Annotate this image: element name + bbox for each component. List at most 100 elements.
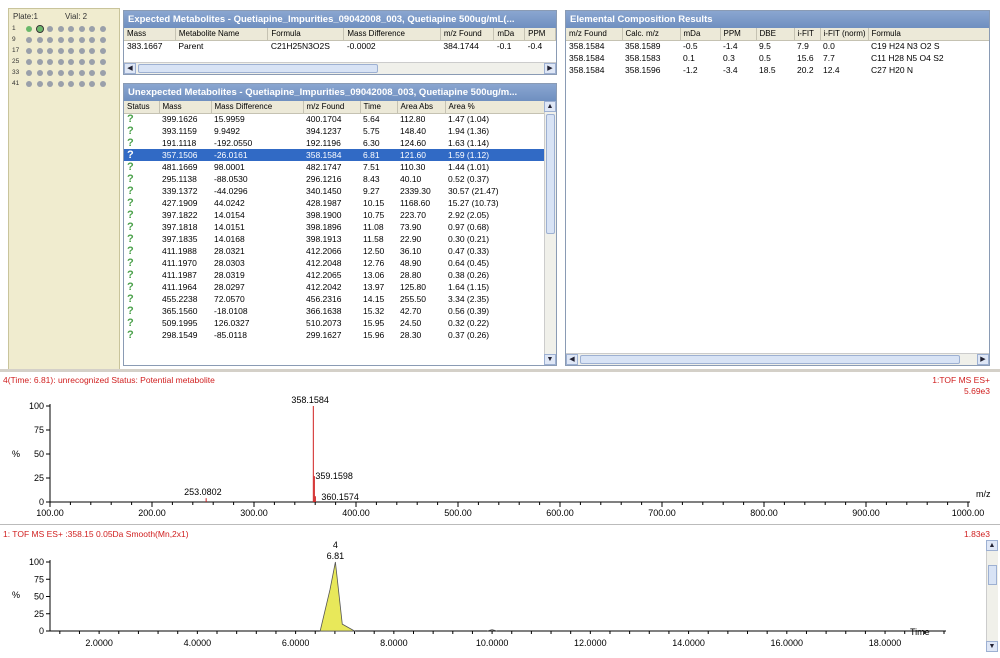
plate-well[interactable] [26,26,32,32]
expected-column-header[interactable]: Metabolite Name [175,28,269,41]
plate-well[interactable] [68,70,74,76]
expected-column-header[interactable]: Mass Difference [343,28,441,41]
elemental-column-header[interactable]: i-FIT (norm) [820,28,869,41]
unexpected-column-header[interactable]: Time [360,101,398,114]
plate-well[interactable] [36,37,43,43]
plate-well[interactable] [26,48,32,54]
plate-well[interactable] [26,70,32,76]
plate-well[interactable] [78,81,85,87]
scroll-right-icon[interactable]: ▶ [977,354,989,365]
elemental-column-header[interactable]: mDa [680,28,721,41]
scroll-left-icon[interactable]: ◀ [124,63,136,74]
plate-well[interactable] [68,48,74,54]
scroll-up-icon[interactable]: ▲ [544,101,556,112]
expected-column-header[interactable]: Mass [124,28,176,41]
table-row[interactable]: 358.1584 358.1589 -0.5 -1.4 9.5 7.9 0.0 C19 H24… [566,40,989,52]
elemental-column-header[interactable]: Formula [868,28,989,41]
plate-well[interactable] [26,81,32,87]
table-row[interactable]: ? 411.1987 28.0319 412.2065 13.06 28.80 0.38 (… [124,269,544,281]
plate-well[interactable] [99,37,106,43]
table-row[interactable]: ? 427.1909 44.0242 428.1987 10.15 1168.60 15.2… [124,197,544,209]
plate-well[interactable] [47,59,53,65]
scroll-down-icon[interactable]: ▼ [986,641,998,652]
plate-well[interactable] [89,70,95,76]
elemental-column-header[interactable]: PPM [720,28,757,41]
plate-well[interactable] [89,48,95,54]
scroll-right-icon[interactable]: ▶ [544,63,556,74]
table-row[interactable]: ? 365.1560 -18.0108 366.1638 15.32 42.70 0.56 … [124,305,544,317]
unexpected-column-header[interactable]: m/z Found [303,101,361,114]
plate-well[interactable] [78,70,85,76]
plate-well[interactable] [78,26,85,32]
plate-well[interactable] [47,81,53,87]
elemental-column-header[interactable]: Calc. m/z [622,28,681,41]
plate-well[interactable] [36,81,43,87]
table-row[interactable]: 358.1584 358.1596 -1.2 -3.4 18.5 20.2 12.4 C27 … [566,64,989,76]
unexpected-column-header[interactable]: Area Abs [397,101,446,114]
table-row[interactable]: 383.1667 Parent C21H25N3O2S -0.0002 384.1744… [124,40,556,52]
plate-well[interactable] [47,37,53,43]
expected-column-header[interactable]: m/z Found [440,28,495,41]
table-row[interactable]: ? 191.1118 -192.0550 192.1196 6.30 124.60 1.63… [124,137,544,149]
plate-well[interactable] [36,70,43,76]
unexpected-column-header[interactable]: Status [124,101,160,114]
plate-well[interactable] [78,37,85,43]
table-row[interactable]: ? 357.1506 -26.0161 358.1584 6.81 121.60 1.59 … [124,149,544,161]
scroll-left-icon[interactable]: ◀ [566,354,578,365]
plate-well[interactable] [78,59,85,65]
unexpected-column-header[interactable]: Area % [445,101,545,114]
table-row[interactable]: ? 411.1964 28.0297 412.2042 13.97 125.80 1.64 … [124,281,544,293]
plate-well[interactable] [89,81,95,87]
plate-well[interactable] [89,59,95,65]
scroll-up-icon[interactable]: ▲ [986,540,998,551]
table-row[interactable]: ? 397.1822 14.0154 398.1900 10.75 223.70 2.92 … [124,209,544,221]
table-row[interactable]: ? 411.1988 28.0321 412.2066 12.50 36.10 0.47 (… [124,245,544,257]
plate-well[interactable] [57,70,64,76]
table-row[interactable]: ? 397.1835 14.0168 398.1913 11.58 22.90 0.30 (… [124,233,544,245]
plate-well[interactable] [99,48,106,54]
plate-well[interactable] [47,70,53,76]
chromatogram-chart[interactable]: 100 75 50 25 0% 2.0000 4.0000 6.0000 8.0000 10.00… [0,540,985,658]
elemental-column-header[interactable]: m/z Found [566,28,623,41]
expected-column-header[interactable]: mDa [493,28,526,41]
splitter[interactable] [0,369,1000,372]
scroll-thumb[interactable] [138,64,378,73]
plate-well[interactable] [89,26,95,32]
plate-well[interactable] [47,26,53,32]
table-row[interactable]: ? 393.1159 9.9492 394.1237 5.75 148.40 1.94 (1… [124,125,544,137]
scroll-thumb[interactable] [988,565,997,585]
elemental-column-header[interactable]: DBE [756,28,795,41]
plate-well[interactable] [99,81,106,87]
scroll-thumb[interactable] [546,114,555,234]
unexpected-column-header[interactable]: Mass [159,101,212,114]
plate-well[interactable] [78,48,85,54]
scroll-thumb[interactable] [580,355,960,364]
table-row[interactable]: ? 295.1138 -88.0530 296.1216 8.43 40.10 0.52 (… [124,173,544,185]
plate-well[interactable] [99,59,106,65]
table-row[interactable]: ? 481.1669 98.0001 482.1747 7.51 110.30 1.44 (… [124,161,544,173]
unexpected-column-header[interactable]: Mass Difference [211,101,304,114]
expected-column-header[interactable]: PPM [524,28,556,41]
plate-well[interactable] [57,37,64,43]
plate-well[interactable] [57,26,64,32]
scroll-down-icon[interactable]: ▼ [544,354,556,365]
unexpected-vscroll[interactable]: ▲ ▼ [544,101,556,365]
plate-well[interactable] [57,81,64,87]
elemental-hscroll[interactable]: ◀ ▶ [566,353,989,365]
plate-well[interactable] [68,26,74,32]
expected-column-header[interactable]: Formula [267,28,345,41]
plate-well[interactable] [35,25,44,33]
mass-spectrum-chart[interactable]: 100 75 50 25 0% 100.00 200.00 300.00 400.00 500.0… [0,385,1000,525]
plate-well[interactable] [36,59,43,65]
elemental-column-header[interactable]: i-FIT [794,28,821,41]
table-row[interactable]: ? 397.1818 14.0151 398.1896 11.08 73.90 0.97 (… [124,221,544,233]
plate-well[interactable] [57,48,64,54]
table-row[interactable]: ? 399.1626 15.9959 400.1704 5.64 112.80 1.47 (… [124,113,544,125]
plate-well[interactable] [68,81,74,87]
plate-well[interactable] [99,70,106,76]
table-row[interactable]: 358.1584 358.1583 0.1 0.3 0.5 15.6 7.7 C11 H28 … [566,52,989,64]
plate-wells[interactable]: 1 9 17 25 33 41 [9,25,121,95]
plate-well[interactable] [68,59,74,65]
expected-hscroll[interactable]: ◀ ▶ [124,62,556,74]
table-row[interactable]: ? 509.1995 126.0327 510.2073 15.95 24.50 0.32 … [124,317,544,329]
